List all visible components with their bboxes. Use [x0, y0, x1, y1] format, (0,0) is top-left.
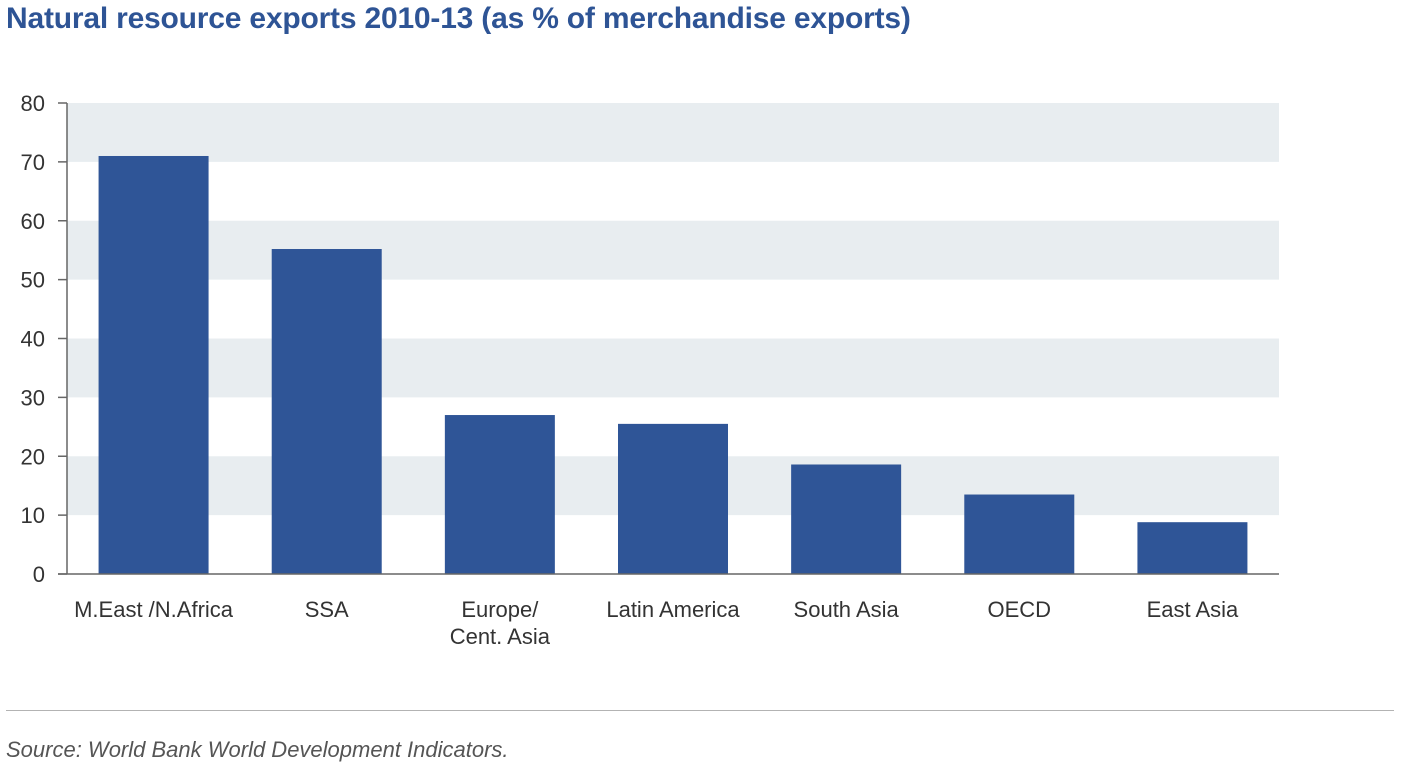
y-axis-ticks: 0 10 20 30 40 50 60 70 80	[21, 91, 67, 587]
grid-band	[67, 103, 1279, 162]
bar	[618, 423, 728, 574]
y-tick-label: 20	[21, 444, 45, 469]
bar-chart: 0 10 20 30 40 50 60 70 80 M.East /N.Africa SSA Eur…	[21, 91, 1279, 649]
bars	[98, 155, 1248, 575]
source-note: Source: World Bank World Development Ind…	[6, 737, 509, 762]
x-axis-labels: M.East /N.Africa SSA Europe/Cent. Asia Lati…	[74, 597, 1239, 649]
y-tick-label: 10	[21, 503, 45, 528]
y-tick-label: 60	[21, 209, 45, 234]
bar	[98, 155, 209, 575]
y-tick-label: 40	[21, 327, 45, 352]
y-tick-label: 0	[33, 562, 45, 587]
y-tick-label: 80	[21, 91, 45, 116]
x-category-label: Latin America	[606, 597, 740, 622]
x-category-label: SSA	[305, 597, 349, 622]
bar	[1137, 522, 1248, 574]
x-category-label: South Asia	[794, 597, 900, 622]
y-tick-label: 50	[21, 268, 45, 293]
bar	[964, 494, 1075, 574]
grid-band	[67, 338, 1279, 398]
bar	[444, 415, 555, 574]
y-tick-label: 30	[21, 385, 45, 410]
x-category-label: East Asia	[1147, 597, 1239, 622]
x-category-label: OECD	[988, 597, 1052, 622]
x-category-label: M.East /N.Africa	[74, 597, 234, 622]
footer-divider	[6, 710, 1394, 711]
x-category-label: Europe/Cent. Asia	[450, 597, 551, 649]
bar	[791, 464, 902, 574]
y-tick-label: 70	[21, 150, 45, 175]
bar	[271, 249, 382, 574]
grid-band	[67, 220, 1279, 280]
chart-title: Natural resource exports 2010-13 (as % o…	[6, 2, 911, 35]
